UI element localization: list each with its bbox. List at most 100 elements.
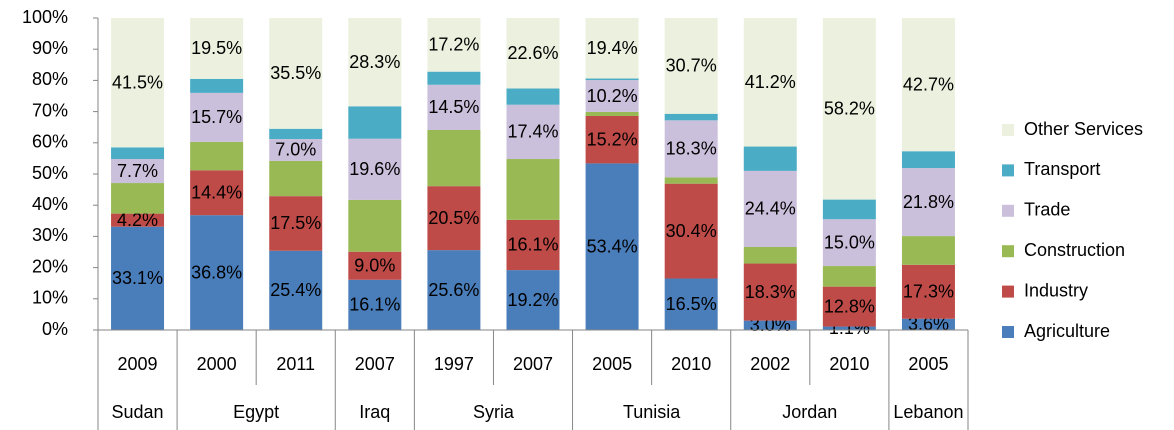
bar-segment: [743, 170, 797, 248]
bar-segment: [822, 266, 876, 287]
x-tick-label: 2007: [355, 354, 395, 374]
bar-segment: [585, 163, 639, 330]
data-label: 16.1%: [507, 235, 558, 255]
bar-segment: [190, 141, 244, 171]
bar-segment: [585, 78, 639, 81]
x-tick-label: 2005: [908, 354, 948, 374]
bar-segment: [585, 115, 639, 164]
legend-swatch: [1002, 245, 1014, 258]
data-label: 3.6%: [908, 314, 949, 334]
data-label: 30.4%: [666, 221, 717, 241]
x-tick-label: 2002: [750, 354, 790, 374]
y-tick-label: 70%: [32, 100, 68, 120]
y-tick-label: 40%: [32, 194, 68, 214]
bar-segment: [901, 151, 955, 169]
bar-segment: [822, 286, 876, 327]
bar-segment: [190, 170, 244, 216]
bar-segment: [901, 236, 955, 265]
bar-segment: [664, 177, 718, 184]
data-label: 22.6%: [507, 43, 558, 63]
data-label: 18.3%: [666, 139, 717, 159]
bar-segment: [427, 71, 481, 85]
bar-segment: [190, 92, 244, 142]
bar-segment: [269, 139, 323, 161]
bar-segment: [348, 199, 402, 252]
bar-segment: [664, 113, 718, 121]
legend-label: Trade: [1024, 200, 1070, 220]
bar-segment: [585, 111, 639, 116]
bar-segment: [190, 18, 244, 79]
bar-segment: [664, 18, 718, 114]
bar-segment: [190, 78, 244, 93]
data-label: 16.5%: [666, 294, 717, 314]
data-label: 19.5%: [191, 38, 242, 58]
data-label: 17.5%: [270, 213, 321, 233]
x-tick-label: 1997: [434, 354, 474, 374]
bar-segment: [348, 138, 402, 200]
data-label: 15.0%: [824, 232, 875, 252]
group-label: Jordan: [782, 402, 837, 422]
bar-segment: [348, 106, 402, 139]
bar-segment: [506, 159, 560, 220]
data-label: 12.8%: [824, 296, 875, 316]
data-label: 17.3%: [903, 282, 954, 302]
bar-segment: [901, 168, 955, 237]
y-tick-label: 0%: [42, 319, 68, 339]
legend-swatch: [1002, 124, 1014, 136]
bar-segment: [743, 146, 797, 171]
bar-segment: [348, 279, 402, 330]
bar-segment: [506, 88, 560, 105]
y-tick-label: 60%: [32, 132, 68, 152]
bar-segment: [743, 263, 797, 321]
data-label: 16.1%: [349, 295, 400, 315]
data-label: 53.4%: [587, 236, 638, 256]
data-label: 41.2%: [745, 72, 796, 92]
bar-segment: [822, 326, 876, 330]
data-label: 19.2%: [507, 290, 558, 310]
bar-segment: [822, 18, 876, 200]
y-tick-label: 20%: [32, 256, 68, 276]
data-label: 10.2%: [587, 86, 638, 106]
bar-segment: [664, 278, 718, 330]
bar-segment: [901, 18, 955, 152]
bar-segment: [506, 219, 560, 271]
data-label: 36.8%: [191, 262, 242, 282]
y-tick-label: 10%: [32, 288, 68, 308]
bar-segment: [664, 183, 718, 279]
bar-segment: [348, 251, 402, 280]
x-tick-label: 2007: [513, 354, 553, 374]
data-label: 14.4%: [191, 182, 242, 202]
legend-swatch: [1002, 285, 1014, 298]
bar-segment: [427, 186, 481, 251]
bar-segment: [585, 80, 639, 112]
legend-label: Industry: [1024, 280, 1088, 300]
legend-swatch: [1002, 164, 1014, 177]
bar-segment: [269, 250, 323, 330]
bar-segment: [348, 18, 402, 107]
x-tick-label: 2000: [197, 354, 237, 374]
x-tick-label: 2010: [829, 354, 869, 374]
x-tick-label: 2009: [118, 354, 158, 374]
bar-segment: [822, 219, 876, 267]
legend-label: Transport: [1024, 159, 1100, 179]
legend-swatch: [1002, 204, 1014, 217]
bar-segment: [506, 270, 560, 330]
data-label: 20.5%: [428, 208, 479, 228]
data-label: 9.0%: [354, 255, 395, 275]
bar-segment: [111, 213, 165, 227]
group-label: Egypt: [233, 402, 279, 422]
bar-segment: [822, 199, 876, 220]
bar-segment: [506, 104, 560, 160]
legend-label: Other Services: [1024, 119, 1143, 139]
data-label: 4.2%: [117, 210, 158, 230]
y-tick-label: 80%: [32, 69, 68, 89]
bar-segment: [269, 196, 323, 251]
x-tick-label: 2010: [671, 354, 711, 374]
data-label: 35.5%: [270, 63, 321, 83]
bar-segment: [427, 84, 481, 131]
data-label: 42.7%: [903, 74, 954, 94]
data-label: 28.3%: [349, 52, 400, 72]
bar-segment: [664, 120, 718, 178]
